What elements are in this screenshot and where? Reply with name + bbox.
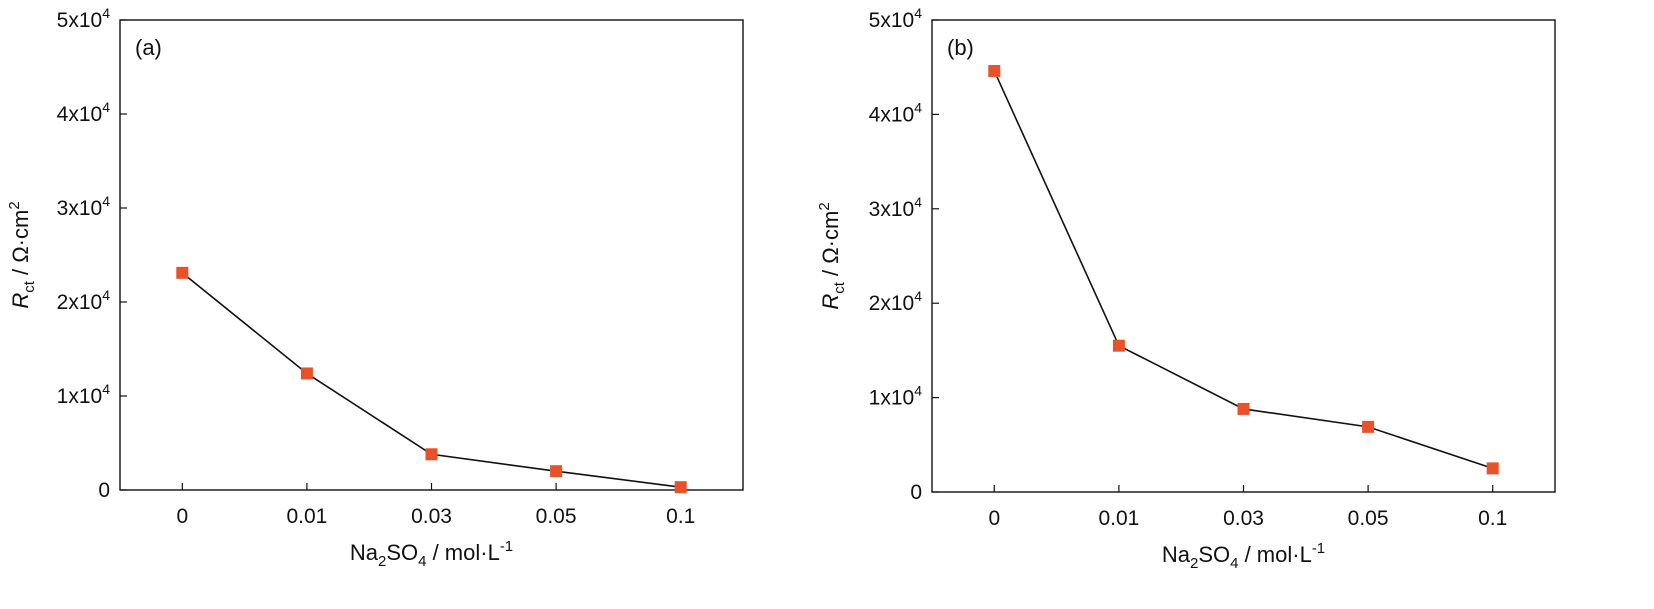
y-tick-label: 2x104 — [57, 287, 111, 314]
y-tick-label: 0 — [910, 481, 922, 504]
panel-label: (b) — [947, 35, 974, 60]
y-axis: 0 1x104 2x104 3x104 4x104 5x104 — [57, 5, 127, 502]
series-0 — [988, 64, 1499, 475]
y-tick-label: 4x104 — [869, 99, 923, 126]
series-0 — [176, 266, 687, 494]
y-tick-label: 3x104 — [869, 194, 923, 221]
x-tick-label: 0 — [176, 505, 188, 528]
plot-frame — [119, 19, 744, 491]
x-tick-label: 0.1 — [666, 505, 695, 528]
data-point-0.01 — [1112, 339, 1125, 352]
x-tick-label: 0.03 — [1223, 507, 1264, 530]
x-tick-label: 0.01 — [286, 505, 327, 528]
data-point-0.1 — [674, 481, 687, 494]
y-axis: 0 1x104 2x104 3x104 4x104 5x104 — [869, 5, 939, 504]
x-tick-label: 0.03 — [411, 505, 452, 528]
panel-label: (a) — [135, 35, 162, 60]
y-axis-label: Rct / Ω·cm2 — [6, 201, 38, 308]
x-axis-label: Na2SO4 / mol·L-1 — [350, 538, 513, 570]
y-axis-label: Rct / Ω·cm2 — [816, 202, 848, 309]
x-axis: 0 0.01 0.03 0.05 0.1 — [176, 483, 695, 528]
data-point-0.05 — [1362, 420, 1375, 433]
data-point-0.1 — [1486, 462, 1499, 475]
y-tick-label: 1x104 — [57, 381, 111, 408]
y-tick-label: 2x104 — [869, 288, 923, 315]
data-point-0.01 — [300, 367, 313, 380]
plot-frame — [931, 19, 1556, 493]
x-tick-label: 0 — [988, 507, 1000, 530]
y-tick-label: 5x104 — [57, 5, 111, 32]
y-tick-label: 1x104 — [869, 383, 923, 410]
data-point-0.03 — [425, 448, 438, 461]
data-point-0 — [176, 266, 189, 279]
x-tick-label: 0.1 — [1478, 507, 1507, 530]
x-tick-label: 0.05 — [536, 505, 577, 528]
x-axis: 0 0.01 0.03 0.05 0.1 — [988, 485, 1507, 530]
data-point-0.03 — [1237, 402, 1250, 415]
data-point-0.05 — [550, 465, 563, 478]
y-tick-label: 3x104 — [57, 193, 111, 220]
y-tick-label: 0 — [98, 479, 110, 502]
y-tick-label: 5x104 — [869, 5, 923, 32]
x-axis-label: Na2SO4 / mol·L-1 — [1162, 540, 1325, 572]
x-tick-label: 0.05 — [1348, 507, 1389, 530]
data-point-0 — [988, 64, 1001, 77]
x-tick-label: 0.01 — [1098, 507, 1139, 530]
y-tick-label: 4x104 — [57, 99, 111, 126]
